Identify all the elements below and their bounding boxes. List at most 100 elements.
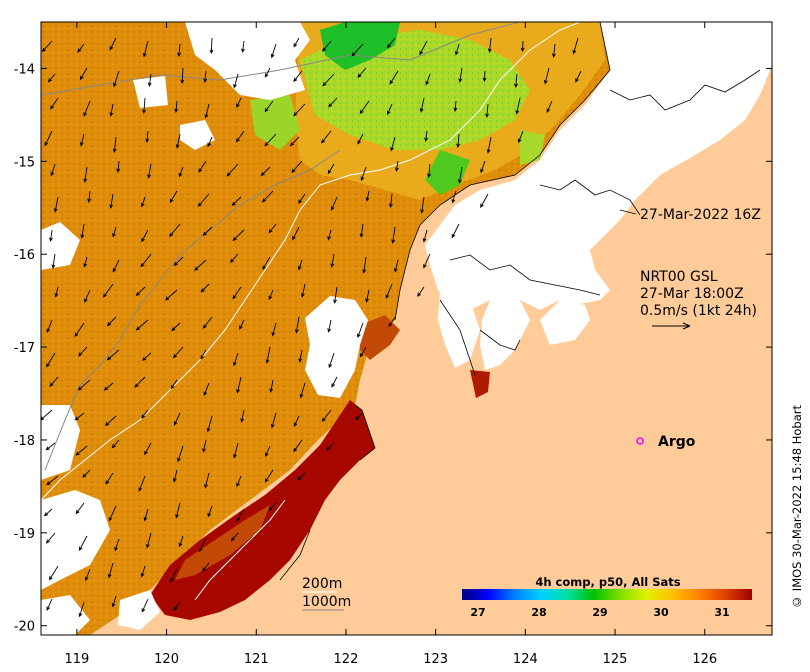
current-arrow bbox=[203, 70, 208, 83]
current-arrow bbox=[140, 196, 146, 208]
current-arrow bbox=[204, 472, 210, 489]
current-arrow bbox=[207, 136, 213, 148]
current-arrow bbox=[138, 475, 146, 492]
current-arrow bbox=[198, 538, 207, 553]
colorbar-tick-label: 27 bbox=[470, 606, 485, 619]
current-arrow bbox=[200, 283, 210, 293]
current-arrow bbox=[147, 163, 152, 179]
lon-tick-label: 121 bbox=[244, 652, 269, 667]
current-arrow bbox=[546, 100, 553, 113]
current-arrow bbox=[197, 193, 210, 207]
current-arrow bbox=[46, 319, 53, 334]
lon-tick-label: 122 bbox=[334, 652, 359, 667]
current-arrow bbox=[388, 193, 393, 208]
current-arrow bbox=[141, 229, 149, 243]
current-arrow bbox=[268, 502, 277, 512]
current-arrow bbox=[173, 412, 181, 426]
current-arrow bbox=[49, 376, 59, 387]
current-arrow bbox=[419, 40, 428, 56]
lon-tick-label: 119 bbox=[64, 652, 89, 667]
current-arrow bbox=[233, 352, 239, 367]
current-arrow bbox=[200, 349, 207, 360]
current-arrow bbox=[333, 286, 338, 304]
current-arrow bbox=[517, 130, 524, 144]
current-arrow bbox=[262, 256, 271, 270]
current-arrow bbox=[351, 43, 364, 57]
map-frame bbox=[40, 21, 773, 636]
current-arrow bbox=[293, 103, 306, 117]
current-arrow bbox=[269, 379, 274, 393]
current-arrow bbox=[109, 37, 117, 51]
current-arrow bbox=[236, 508, 245, 522]
current-arrow bbox=[206, 415, 213, 433]
current-arrow bbox=[111, 595, 117, 608]
current-arrow bbox=[202, 562, 210, 572]
current-arrow bbox=[142, 97, 146, 114]
current-arrow bbox=[41, 40, 53, 53]
current-arrow bbox=[78, 346, 88, 357]
current-arrow bbox=[388, 316, 396, 328]
bathymetry-contours bbox=[41, 22, 581, 601]
current-arrow bbox=[75, 502, 85, 515]
current-arrow bbox=[456, 133, 461, 148]
current-arrow bbox=[113, 70, 120, 88]
current-arrow bbox=[84, 289, 91, 303]
lat-tick-label: -14 bbox=[14, 62, 35, 77]
lat-tick-label: -18 bbox=[14, 434, 35, 449]
current-arrow bbox=[177, 445, 184, 463]
current-arrow bbox=[297, 472, 306, 481]
current-arrow bbox=[359, 100, 370, 115]
current-arrow bbox=[78, 535, 88, 552]
current-arrow bbox=[77, 379, 91, 391]
current-arrow bbox=[84, 568, 91, 582]
current-arrow bbox=[394, 160, 399, 172]
current-arrow bbox=[172, 469, 178, 483]
current-arrow bbox=[87, 190, 92, 203]
current-arrow bbox=[515, 97, 521, 115]
current-arrow bbox=[419, 97, 425, 113]
current-arrow bbox=[178, 535, 184, 548]
current-arrow bbox=[454, 43, 460, 56]
current-arrow bbox=[177, 43, 182, 57]
current-arrow bbox=[236, 376, 242, 394]
lon-tick-label: 126 bbox=[692, 652, 717, 667]
current-arrow bbox=[209, 37, 214, 55]
current-arrow bbox=[140, 253, 152, 268]
current-arrow bbox=[175, 502, 181, 519]
current-arrow bbox=[331, 376, 338, 388]
current-arrow bbox=[75, 445, 88, 456]
current-arrow bbox=[422, 229, 428, 243]
lon-tick-label: 120 bbox=[154, 652, 179, 667]
current-arrow bbox=[293, 37, 300, 48]
current-arrow bbox=[330, 253, 335, 268]
current-arrow bbox=[107, 562, 114, 579]
current-arrow bbox=[112, 136, 117, 153]
current-arrow bbox=[109, 193, 114, 209]
current-arrow bbox=[171, 322, 181, 332]
current-arrow bbox=[175, 133, 181, 149]
current-arrow bbox=[83, 166, 88, 183]
current-arrow bbox=[572, 37, 579, 55]
current-arrow bbox=[451, 223, 460, 239]
current-time-label: 27-Mar 18:00Z bbox=[640, 286, 744, 302]
current-arrow bbox=[173, 256, 184, 267]
current-arrow bbox=[359, 223, 364, 238]
current-arrow bbox=[146, 532, 152, 549]
current-arrow bbox=[289, 136, 300, 147]
current-arrow bbox=[47, 73, 56, 83]
current-arrow bbox=[226, 163, 239, 177]
current-arrow bbox=[116, 160, 121, 173]
current-arrow bbox=[551, 43, 556, 58]
current-arrow bbox=[357, 67, 367, 78]
current-arrow bbox=[111, 439, 120, 449]
argo-float-marker bbox=[636, 437, 644, 445]
current-arrow bbox=[330, 196, 338, 211]
current-arrow bbox=[385, 283, 393, 299]
current-arrow bbox=[299, 382, 306, 399]
current-arrow bbox=[74, 322, 85, 338]
track-time-label: 27-Mar-2022 16Z bbox=[640, 207, 761, 223]
current-arrow bbox=[173, 601, 181, 611]
current-arrow bbox=[112, 226, 117, 238]
current-arrow bbox=[74, 412, 85, 421]
current-arrow bbox=[231, 196, 242, 207]
